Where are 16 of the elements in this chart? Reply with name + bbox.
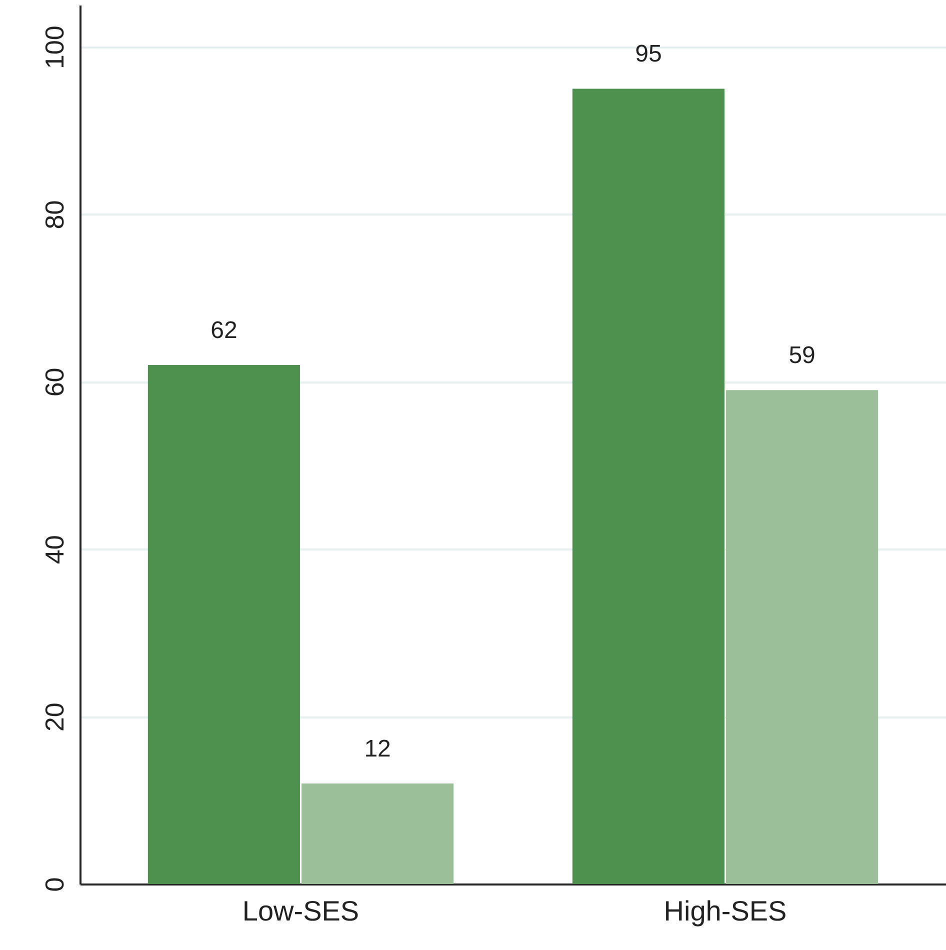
y-tick-label: 100 xyxy=(40,26,70,70)
y-tick-label: 0 xyxy=(40,877,70,892)
y-tick-label: 60 xyxy=(40,368,70,397)
bar xyxy=(302,784,454,884)
y-tick-label: 40 xyxy=(40,535,70,564)
y-tick-label: 80 xyxy=(40,200,70,230)
bar xyxy=(726,390,878,884)
bar xyxy=(148,364,300,884)
data-label: 95 xyxy=(635,40,662,68)
data-label: 12 xyxy=(364,736,391,763)
y-tick-label: 20 xyxy=(40,702,70,732)
data-label: 59 xyxy=(788,342,816,370)
x-tick-label: High-SES xyxy=(664,896,787,926)
x-tick-label: Low-SES xyxy=(242,896,360,926)
data-label: 62 xyxy=(210,316,238,344)
bar xyxy=(572,88,724,884)
